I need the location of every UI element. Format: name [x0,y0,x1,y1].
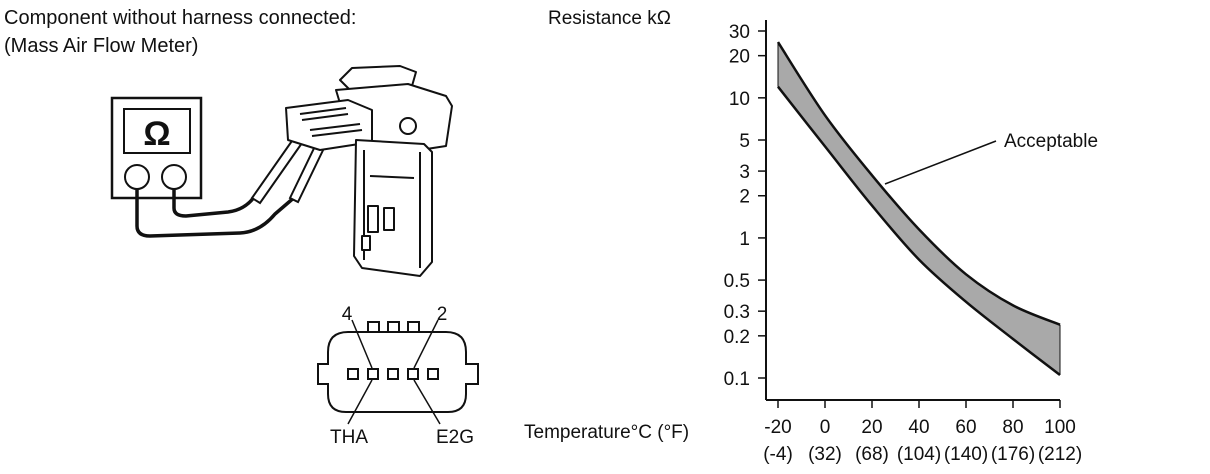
x-tick-label: 60 [955,417,976,438]
connector-pin-3 [387,368,399,380]
x-tick-label: 20 [861,417,882,438]
x-axis-title: Temperature°C (°F) [524,422,689,443]
terminal-label-tha: THA [330,427,368,448]
ohm-symbol: Ω [143,115,170,153]
resistance-temperature-chart: Resistance kΩ Temperature°C (°F) 3020105… [524,8,1098,465]
x-tick-label: 0 [820,417,831,438]
pin-number-2: 2 [437,304,448,325]
connector-pin-THA [367,368,379,380]
x-tick-label-fahrenheit: (140) [944,444,988,465]
y-tick-label: 10 [729,89,750,110]
sensor-mount-hole [399,117,417,135]
test-leads [135,189,298,238]
y-tick-label: 1 [739,229,750,250]
caption-line-1: Component without harness connected: [4,7,357,29]
connector-pin-E2G [407,368,419,380]
connector-pin-5 [427,368,439,380]
pin-number-4: 4 [342,304,353,325]
y-tick-label: 30 [729,22,750,43]
y-tick-label: 20 [729,47,750,68]
lead-wire-left [135,189,298,238]
mass-air-flow-meter [285,65,453,277]
y-tick-label: 0.1 [724,369,750,390]
y-tick-label: 0.3 [724,302,750,323]
x-tick-label-fahrenheit: (104) [897,444,941,465]
x-tick-label-fahrenheit: (68) [855,444,889,465]
x-tick-label: 100 [1044,417,1076,438]
y-tick-label: 3 [739,162,750,183]
caption-line-2: (Mass Air Flow Meter) [4,35,199,57]
y-tick-label: 0.2 [724,327,750,348]
band-upper-limit [776,41,1061,326]
connector-pin-1 [347,368,359,380]
x-tick-label: 40 [908,417,929,438]
y-axis-title: Resistance kΩ [548,8,671,29]
connector-face [317,321,479,413]
y-tick-label: 0.5 [724,271,750,292]
x-tick-label-fahrenheit: (-4) [763,444,793,465]
terminal-label-e2g: E2G [436,427,474,448]
y-tick-label: 5 [739,131,750,152]
lead-wire-right [172,189,257,218]
annotation-acceptable: Acceptable [1004,131,1098,152]
annotation-leader [884,140,997,185]
acceptable-band [778,42,1060,375]
test-probes [250,136,328,205]
connector-leader-lines [347,319,441,425]
ohmmeter [110,96,203,200]
x-tick-label: -20 [764,417,791,438]
x-tick-label: 80 [1002,417,1023,438]
ohmmeter-display [123,108,191,154]
y-tick-label: 2 [739,187,750,208]
band-lower-limit [777,85,1061,376]
x-tick-label-fahrenheit: (212) [1038,444,1082,465]
x-tick-label-fahrenheit: (32) [808,444,842,465]
x-tick-label-fahrenheit: (176) [991,444,1035,465]
